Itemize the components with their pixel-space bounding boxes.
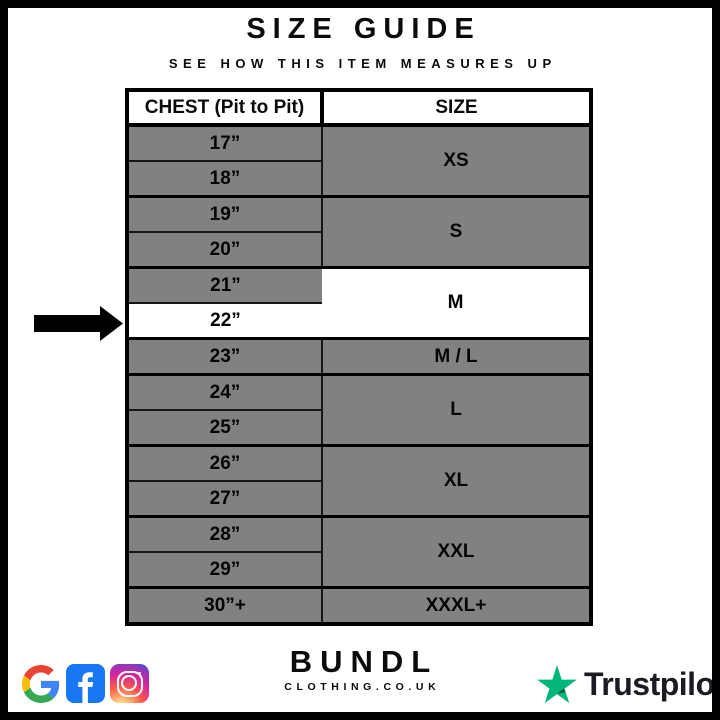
chest-cell: 24” bbox=[126, 373, 323, 411]
size-cell: L bbox=[321, 373, 592, 447]
trustpilot-star-icon bbox=[537, 665, 577, 703]
chest-cell: 23” bbox=[126, 337, 323, 376]
chest-cell: 19” bbox=[126, 195, 323, 233]
chest-cell: 17” bbox=[126, 123, 323, 162]
table-row: 29” bbox=[126, 551, 591, 589]
instagram-lens-dot bbox=[137, 671, 141, 675]
size-cell: M / L bbox=[321, 337, 592, 376]
size-cell: XXXL+ bbox=[321, 586, 592, 625]
chest-cell: 21” bbox=[126, 266, 322, 304]
table-header-row: CHEST (Pit to Pit) SIZE bbox=[125, 88, 593, 127]
table-row: 25” bbox=[126, 409, 591, 447]
table-row: 28” XXL bbox=[126, 515, 592, 589]
table-row: 21” M bbox=[126, 266, 592, 340]
chest-cell: 18” bbox=[126, 160, 323, 198]
trustpilot-label: Trustpilot bbox=[584, 665, 720, 702]
brand-name: BUNDL bbox=[289, 644, 439, 679]
chest-cell: 20” bbox=[126, 231, 323, 269]
chest-cell: 27” bbox=[126, 480, 323, 518]
page-subtitle: SEE HOW THIS ITEM MEASURES UP bbox=[168, 56, 557, 71]
column-header-size: SIZE bbox=[321, 88, 593, 127]
brand-tagline: CLOTHING.CO.UK bbox=[284, 681, 441, 693]
chest-cell: 29” bbox=[126, 551, 323, 589]
page-title: SIZE GUIDE bbox=[246, 13, 481, 45]
size-cell-highlighted: M bbox=[322, 266, 592, 340]
size-cell: XXL bbox=[321, 515, 592, 589]
table-row: 18” bbox=[126, 160, 591, 198]
chest-cell: 25” bbox=[126, 409, 323, 447]
chest-cell: 28” bbox=[126, 515, 323, 553]
chest-cell: 26” bbox=[126, 444, 323, 482]
chest-cell-highlighted: 22” bbox=[126, 302, 322, 340]
size-cell: XS bbox=[321, 123, 592, 198]
table-row: 24” L bbox=[126, 373, 592, 447]
table-row: 30”+ XXXL+ bbox=[126, 586, 592, 625]
chest-cell: 30”+ bbox=[126, 586, 323, 625]
table-row: 17” XS bbox=[126, 123, 592, 198]
column-header-chest: CHEST (Pit to Pit) bbox=[125, 88, 324, 127]
table-row-highlighted: 22” bbox=[126, 302, 591, 340]
table-row: 27” bbox=[126, 480, 591, 518]
size-cell: S bbox=[321, 195, 592, 269]
table-row: 26” XL bbox=[126, 444, 592, 518]
trustpilot-logo[interactable]: Trustpilot bbox=[537, 662, 720, 706]
table-row: 20” bbox=[126, 231, 591, 269]
google-icon[interactable] bbox=[22, 665, 60, 703]
table-row: 23” M / L bbox=[126, 337, 592, 376]
instagram-icon[interactable] bbox=[110, 664, 149, 703]
brand-logo: BUNDL CLOTHING.CO.UK bbox=[0, 646, 720, 693]
size-cell: XL bbox=[321, 444, 592, 518]
size-guide-table: CHEST (Pit to Pit) SIZE 17” XS 18” 19” S… bbox=[125, 88, 593, 626]
current-size-arrow-icon bbox=[34, 306, 123, 341]
table-row: 19” S bbox=[126, 195, 592, 269]
facebook-icon[interactable] bbox=[66, 664, 105, 703]
